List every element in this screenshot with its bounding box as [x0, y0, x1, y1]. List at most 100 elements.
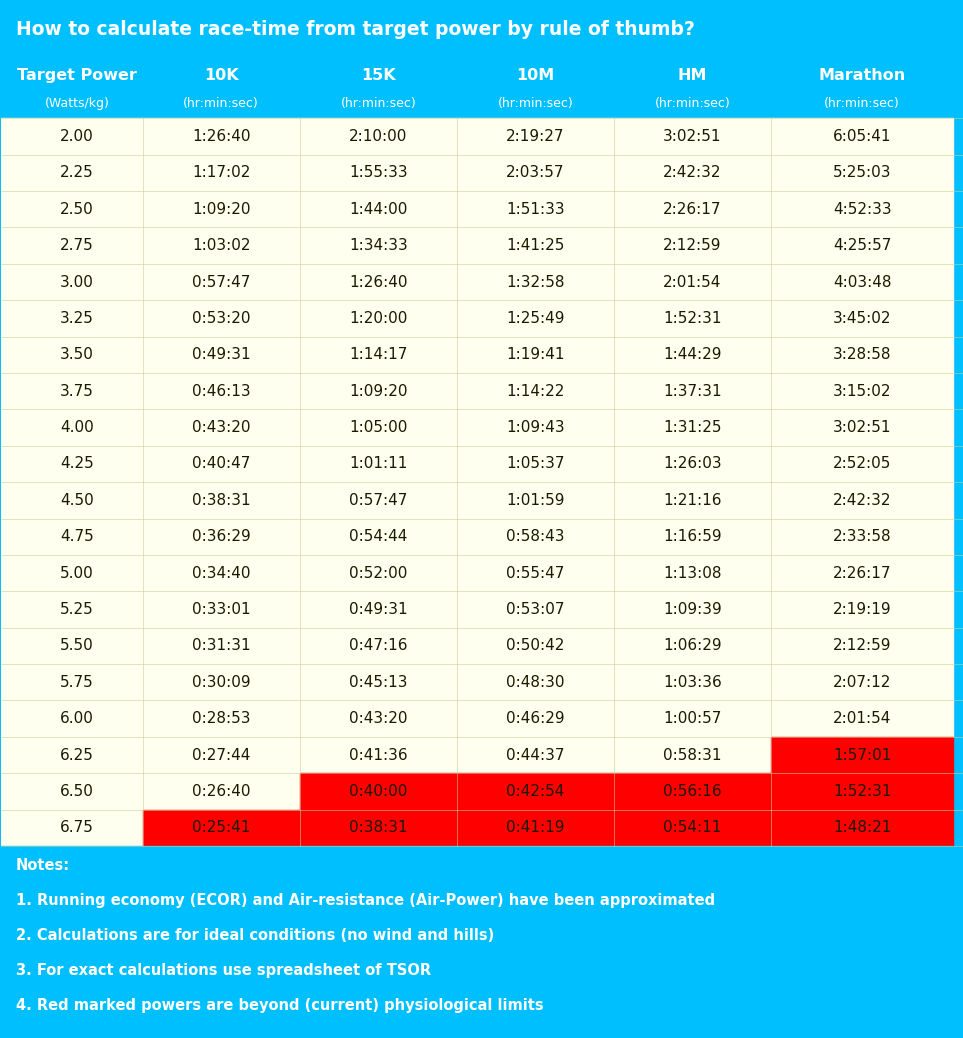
Text: 0:38:31: 0:38:31 [192, 493, 250, 508]
Text: 0:58:43: 0:58:43 [507, 529, 564, 544]
Text: 0:44:37: 0:44:37 [507, 747, 564, 763]
Text: 1:03:36: 1:03:36 [664, 675, 722, 690]
Text: 1:19:41: 1:19:41 [507, 348, 564, 362]
Text: 2.00: 2.00 [60, 129, 93, 144]
Bar [299, 737, 456, 773]
Bar [614, 300, 771, 336]
Text: 3.75: 3.75 [60, 384, 93, 399]
Bar [456, 628, 614, 664]
Bar [456, 300, 614, 336]
Text: 5.25: 5.25 [60, 602, 93, 617]
Bar [299, 445, 456, 482]
Bar [771, 482, 953, 519]
Bar [456, 373, 614, 409]
Text: 1. Running economy (ECOR) and Air-resistance (Air-Power) have been approximated: 1. Running economy (ECOR) and Air-resist… [15, 893, 715, 908]
Bar [456, 155, 614, 191]
Bar [456, 773, 614, 810]
Bar [614, 264, 771, 300]
Text: (hr:min:sec): (hr:min:sec) [183, 97, 259, 110]
Bar [299, 118, 456, 155]
Bar [299, 810, 456, 846]
Text: 0:57:47: 0:57:47 [350, 493, 407, 508]
Bar [614, 555, 771, 592]
Bar [771, 664, 953, 701]
Bar [614, 482, 771, 519]
Text: 1:26:40: 1:26:40 [349, 274, 407, 290]
Bar [1, 227, 143, 264]
Bar [456, 336, 614, 373]
Bar [143, 118, 299, 155]
Text: 0:49:31: 0:49:31 [192, 348, 250, 362]
Bar [299, 773, 456, 810]
Text: 2.75: 2.75 [60, 238, 93, 253]
Bar [614, 373, 771, 409]
Text: 0:41:19: 0:41:19 [507, 820, 564, 836]
Bar [143, 519, 299, 555]
Text: 0:38:31: 0:38:31 [349, 820, 407, 836]
Bar [771, 628, 953, 664]
Bar [1, 555, 143, 592]
Text: 0:26:40: 0:26:40 [192, 784, 250, 799]
Bar [456, 191, 614, 227]
Text: 1:01:11: 1:01:11 [350, 457, 407, 471]
Bar [771, 555, 953, 592]
Bar [456, 519, 614, 555]
Text: (hr:min:sec): (hr:min:sec) [824, 97, 900, 110]
Bar [614, 336, 771, 373]
Text: 1:14:22: 1:14:22 [507, 384, 564, 399]
Text: 0:53:07: 0:53:07 [507, 602, 564, 617]
Bar [614, 628, 771, 664]
Bar [1, 191, 143, 227]
Bar [299, 482, 456, 519]
Text: 2:42:32: 2:42:32 [664, 165, 721, 181]
Bar [143, 155, 299, 191]
Text: 0:49:31: 0:49:31 [349, 602, 407, 617]
Text: 2:03:57: 2:03:57 [507, 165, 564, 181]
Bar [1, 300, 143, 336]
Bar [299, 155, 456, 191]
Bar [771, 118, 953, 155]
Bar [299, 592, 456, 628]
Text: 6.00: 6.00 [60, 711, 93, 727]
Bar [771, 737, 953, 773]
Bar [143, 773, 299, 810]
Text: 0:28:53: 0:28:53 [192, 711, 250, 727]
Text: 15K: 15K [361, 69, 396, 83]
Text: 2.50: 2.50 [60, 201, 93, 217]
Text: HM: HM [678, 69, 707, 83]
Bar [143, 264, 299, 300]
Bar [1, 592, 143, 628]
Text: 10M: 10M [516, 69, 555, 83]
Text: (hr:min:sec): (hr:min:sec) [498, 97, 573, 110]
Bar [614, 810, 771, 846]
Bar [614, 155, 771, 191]
Bar [771, 191, 953, 227]
Bar [614, 191, 771, 227]
Text: 1:05:00: 1:05:00 [350, 420, 407, 435]
Text: 2:01:54: 2:01:54 [664, 274, 721, 290]
Text: (hr:min:sec): (hr:min:sec) [341, 97, 416, 110]
Text: 4:03:48: 4:03:48 [833, 274, 892, 290]
Bar [771, 373, 953, 409]
Text: 1:09:43: 1:09:43 [507, 420, 564, 435]
Text: 1:13:08: 1:13:08 [664, 566, 721, 580]
Text: 3.25: 3.25 [60, 311, 93, 326]
Text: 0:54:11: 0:54:11 [664, 820, 721, 836]
Text: 0:42:54: 0:42:54 [507, 784, 564, 799]
Bar [771, 264, 953, 300]
Text: 0:40:00: 0:40:00 [350, 784, 407, 799]
Text: 4:25:57: 4:25:57 [833, 238, 892, 253]
Text: 0:48:30: 0:48:30 [507, 675, 564, 690]
Text: 2:52:05: 2:52:05 [833, 457, 892, 471]
Bar [299, 227, 456, 264]
Bar [614, 445, 771, 482]
Text: 1:20:00: 1:20:00 [350, 311, 407, 326]
Text: 2:42:32: 2:42:32 [833, 493, 892, 508]
Bar [1, 482, 143, 519]
Bar [143, 336, 299, 373]
Text: 4.75: 4.75 [60, 529, 93, 544]
Text: 1:57:01: 1:57:01 [833, 747, 892, 763]
Bar [1, 59, 963, 118]
Bar [771, 519, 953, 555]
Text: 0:43:20: 0:43:20 [349, 711, 407, 727]
